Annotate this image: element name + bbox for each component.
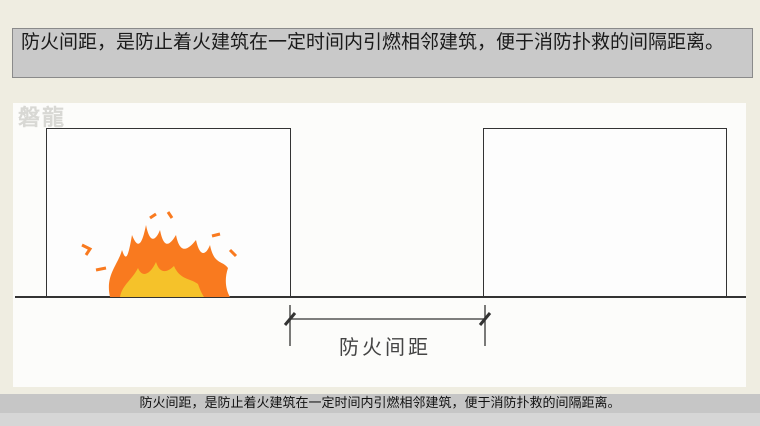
adjacent-building <box>483 128 727 297</box>
fire-icon <box>81 211 238 297</box>
slide-title: 防火间距，是防止着火建筑在一定时间内引燃相邻建筑，便于消防扑救的间隔距离。 <box>12 28 753 78</box>
dimension-label: 防火间距 <box>339 335 431 359</box>
ground-line <box>15 296 746 298</box>
watermark-logo: 磐龍 <box>18 106 67 131</box>
dimension-line <box>283 305 492 346</box>
subtitle-bottom-strip <box>0 413 760 426</box>
subtitle-caption: 防火间距，是防止着火建筑在一定时间内引燃相邻建筑，便于消防扑救的间隔距离。 <box>0 394 760 413</box>
